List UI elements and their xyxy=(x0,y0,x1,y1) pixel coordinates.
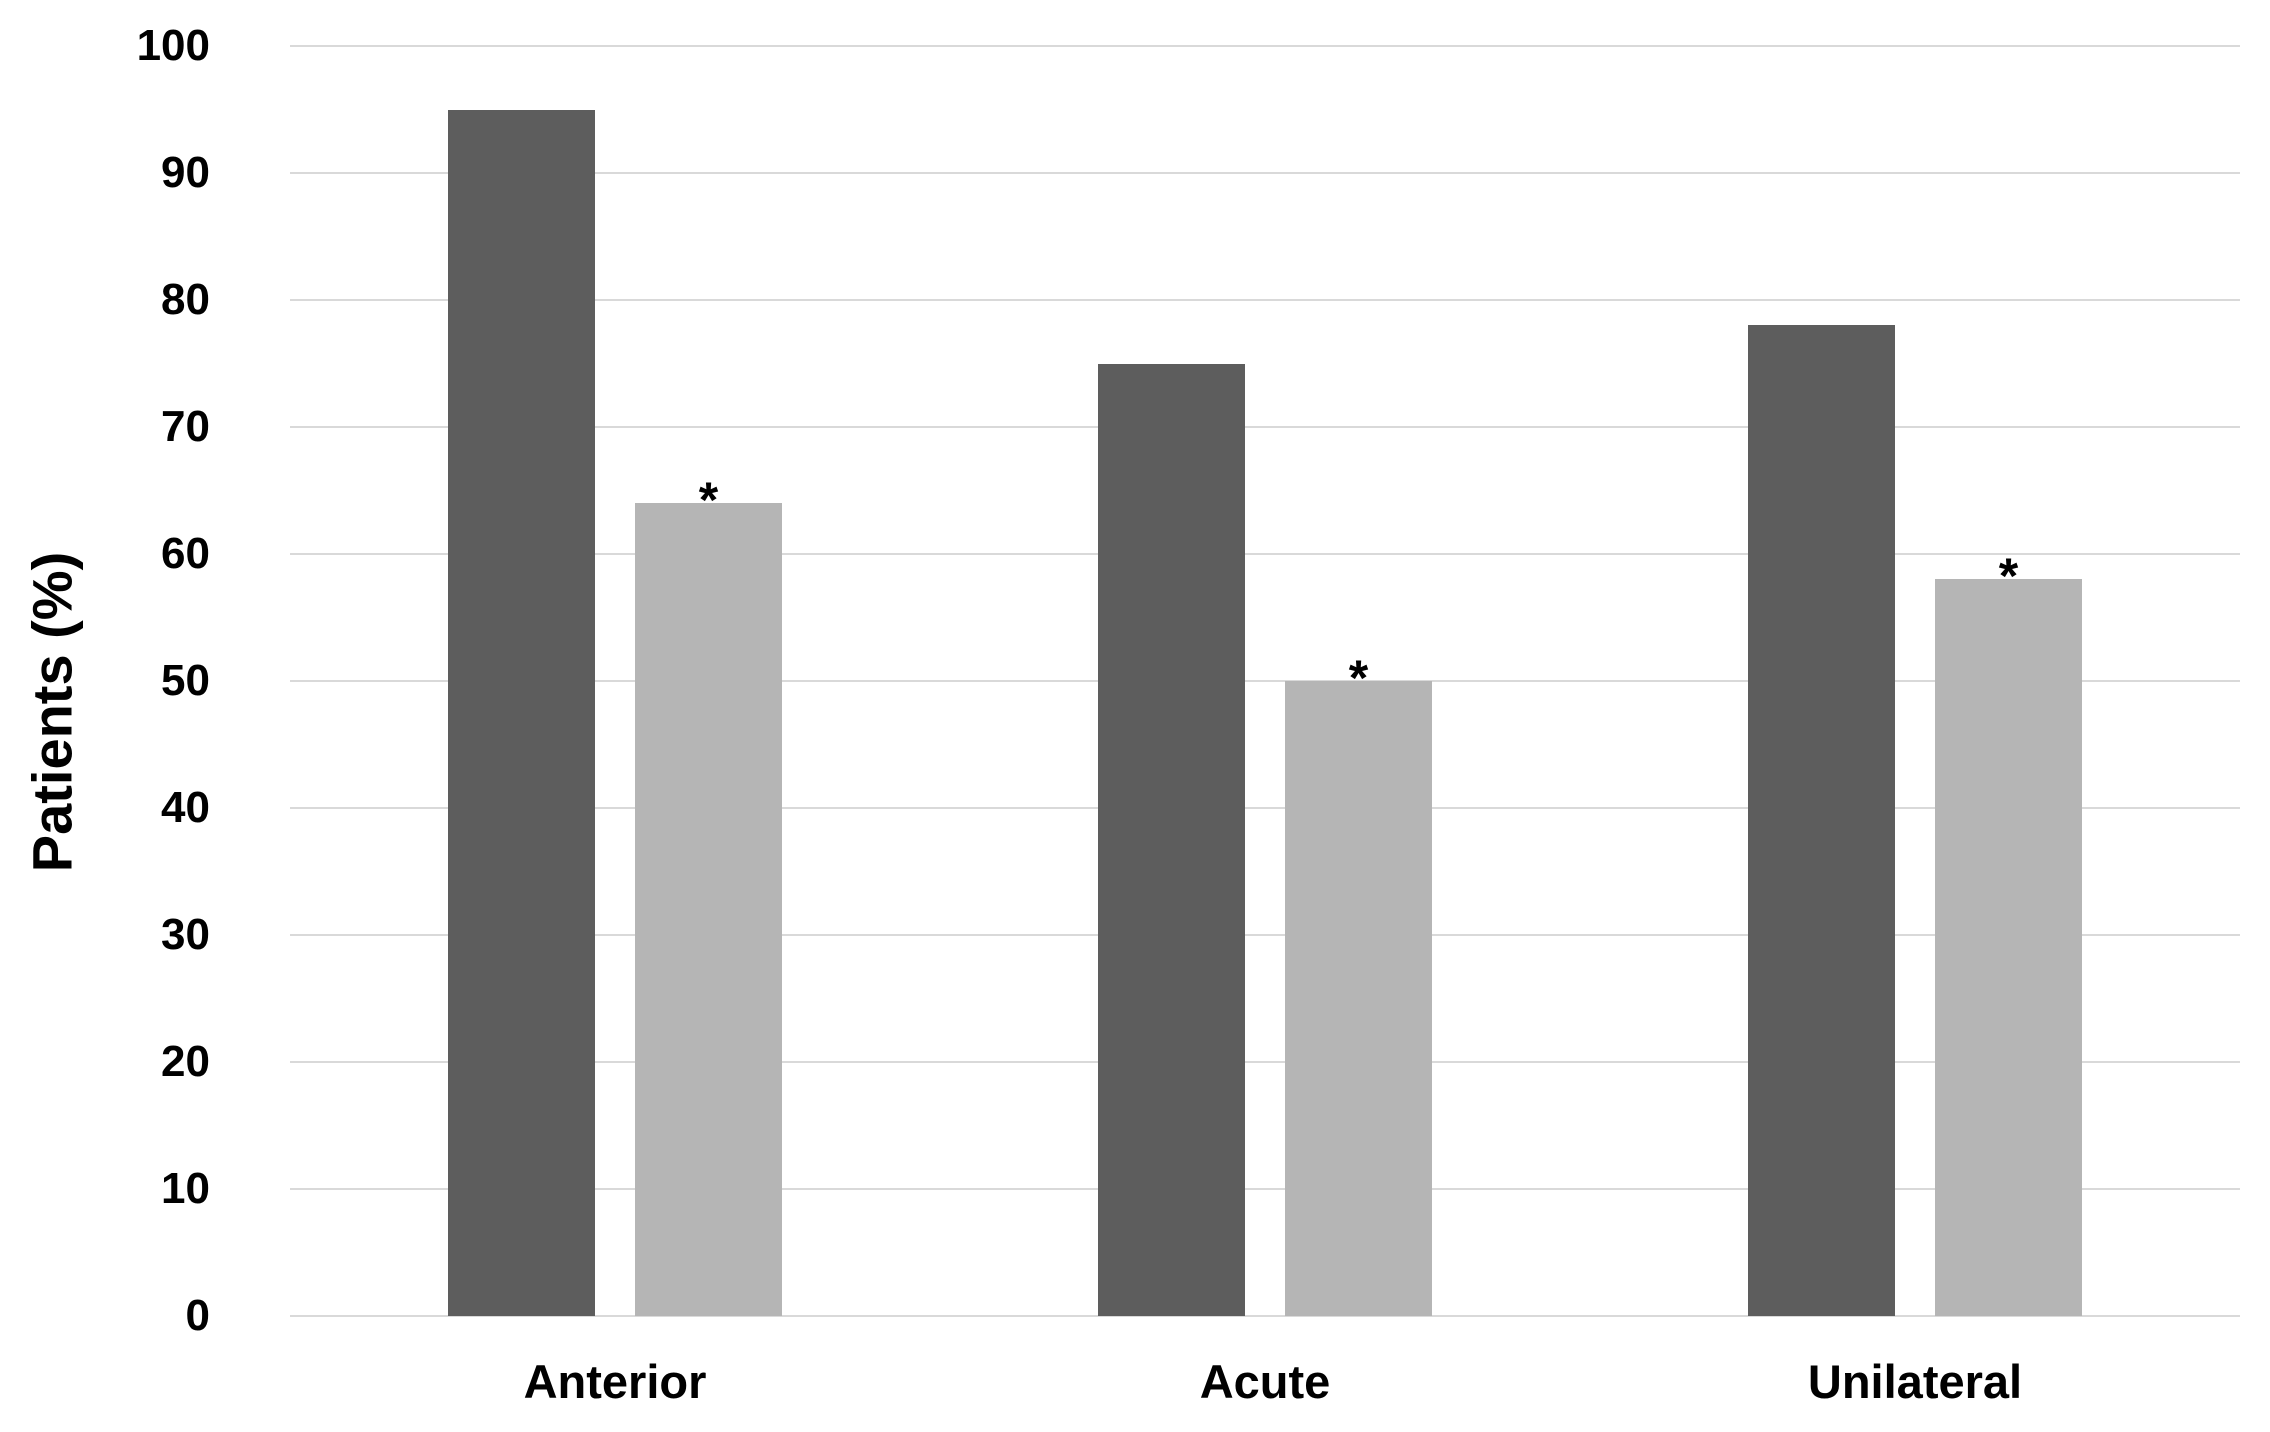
gridline-y-50 xyxy=(290,680,2240,682)
y-tick-label-0: 0 xyxy=(185,1291,210,1340)
x-axis-label-unilateral: Unilateral xyxy=(1807,1355,2023,1408)
gridline-y-10 xyxy=(290,1188,2240,1190)
gridline-y-30 xyxy=(290,934,2240,936)
y-tick-label-70: 70 xyxy=(161,402,210,451)
bar-dark-gray-acute xyxy=(1098,363,1245,1316)
y-tick-label-60: 60 xyxy=(161,529,210,578)
gridline-y-80 xyxy=(290,299,2240,301)
gridline-y-0 xyxy=(290,1315,2240,1317)
y-tick-label-50: 50 xyxy=(161,656,210,705)
gridline-y-100 xyxy=(290,45,2240,47)
y-tick-label-20: 20 xyxy=(161,1037,210,1086)
bar-light-gray-unilateral xyxy=(1935,579,2082,1316)
y-tick-label-90: 90 xyxy=(161,148,210,197)
significance-asterisk-anterior: * xyxy=(698,472,719,529)
significance-asterisk-acute: * xyxy=(1348,650,1369,706)
y-tick-label-40: 40 xyxy=(161,783,210,832)
gridline-y-90 xyxy=(290,172,2240,174)
bar-light-gray-acute xyxy=(1285,681,1432,1316)
gridline-y-60 xyxy=(290,553,2240,555)
gridline-y-20 xyxy=(290,1061,2240,1063)
y-tick-label-80: 80 xyxy=(161,275,210,324)
bar-dark-gray-unilateral xyxy=(1748,325,1895,1316)
plot-area: * * * xyxy=(290,45,2240,1317)
y-tick-label-30: 30 xyxy=(161,910,210,959)
x-axis-label-anterior: Anterior xyxy=(523,1355,707,1408)
bar-light-gray-anterior xyxy=(635,503,782,1316)
gridline-y-70 xyxy=(290,426,2240,428)
x-axis-label-acute: Acute xyxy=(1199,1355,1331,1408)
y-tick-label-10: 10 xyxy=(161,1164,210,1213)
significance-asterisk-unilateral: * xyxy=(1998,548,2019,605)
gridline-y-40 xyxy=(290,807,2240,809)
y-tick-label-100: 100 xyxy=(136,21,210,70)
bar-dark-gray-anterior xyxy=(448,109,595,1316)
